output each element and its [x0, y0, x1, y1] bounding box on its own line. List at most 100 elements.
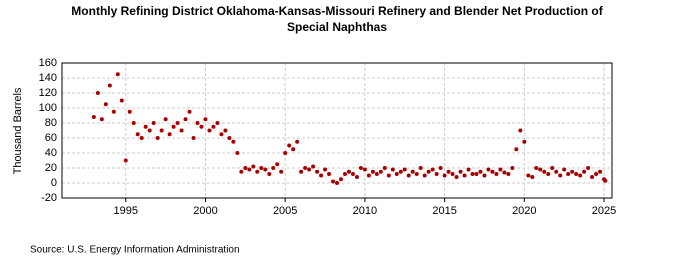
- data-point: [594, 172, 599, 176]
- data-point: [426, 169, 431, 174]
- data-point: [526, 173, 531, 178]
- x-tick-label: 1995: [114, 205, 138, 217]
- y-tick-label: 100: [39, 102, 57, 114]
- data-point: [143, 124, 148, 129]
- data-point: [366, 173, 371, 178]
- data-point: [255, 169, 260, 174]
- data-point: [530, 175, 535, 179]
- data-point: [235, 151, 240, 155]
- data-point: [462, 173, 467, 178]
- data-point: [139, 136, 144, 140]
- data-point: [502, 170, 507, 175]
- data-point: [554, 169, 559, 174]
- data-point: [119, 98, 124, 103]
- data-point: [562, 167, 567, 172]
- data-point: [283, 151, 288, 155]
- data-point: [394, 172, 399, 176]
- plot-frame: [61, 62, 613, 199]
- data-point: [498, 167, 503, 172]
- data-point: [506, 172, 511, 176]
- data-point: [578, 173, 583, 178]
- data-point: [287, 143, 292, 148]
- data-point: [450, 172, 455, 176]
- source-note: Source: U.S. Energy Information Administ…: [30, 245, 240, 256]
- data-point: [374, 172, 379, 176]
- data-point: [135, 132, 140, 137]
- data-point: [295, 139, 300, 144]
- data-point: [239, 169, 244, 174]
- data-point: [486, 167, 491, 172]
- data-point: [438, 166, 443, 170]
- data-point: [271, 166, 276, 170]
- data-point: [402, 167, 407, 172]
- data-point: [123, 158, 128, 163]
- data-point: [331, 179, 336, 184]
- chart-subtitle: Special Naphthas: [287, 20, 387, 34]
- data-point: [382, 166, 387, 170]
- data-point: [414, 172, 419, 176]
- data-point: [550, 166, 555, 170]
- data-point: [171, 124, 176, 129]
- chart-title: Monthly Refining District Oklahoma-Kansa…: [71, 4, 603, 18]
- data-point: [199, 124, 204, 129]
- y-axis-label: Thousand Barrels: [12, 87, 24, 174]
- data-point: [259, 166, 264, 170]
- x-tick-label: 2010: [353, 205, 377, 217]
- y-tick-label: 160: [39, 57, 57, 69]
- data-point: [458, 169, 463, 174]
- data-point: [167, 132, 172, 137]
- data-point: [590, 175, 595, 179]
- data-point: [470, 172, 475, 176]
- data-point: [91, 115, 96, 119]
- data-point: [570, 169, 575, 174]
- data-point: [542, 169, 547, 174]
- data-point: [494, 172, 499, 176]
- data-point: [187, 109, 192, 114]
- data-point: [586, 166, 591, 170]
- data-point: [446, 169, 451, 174]
- data-point: [311, 164, 316, 169]
- data-point: [442, 173, 447, 178]
- data-point: [231, 139, 236, 144]
- data-point: [434, 172, 439, 176]
- x-tick-label: 2020: [512, 205, 536, 217]
- data-point: [131, 121, 136, 125]
- data-point: [115, 72, 120, 77]
- data-point: [378, 169, 383, 174]
- data-point: [207, 128, 212, 133]
- data-point: [338, 177, 343, 182]
- data-point: [191, 136, 196, 140]
- data-point: [299, 169, 304, 174]
- data-point: [362, 167, 367, 172]
- data-point: [466, 167, 471, 172]
- data-point: [319, 173, 324, 178]
- data-point: [482, 173, 487, 178]
- data-point: [251, 164, 256, 169]
- data-point: [291, 147, 296, 152]
- data-point: [227, 136, 232, 140]
- data-point: [398, 169, 403, 174]
- data-point: [163, 117, 168, 122]
- data-point: [159, 128, 164, 133]
- data-point: [510, 166, 515, 170]
- data-point: [418, 166, 423, 170]
- data-point: [267, 172, 272, 176]
- data-point: [215, 121, 220, 125]
- data-point: [335, 181, 339, 185]
- data-point: [211, 124, 216, 129]
- data-point: [175, 121, 180, 125]
- data-point: [603, 178, 608, 183]
- data-point: [386, 173, 391, 178]
- data-point: [474, 172, 479, 176]
- data-point: [263, 167, 268, 172]
- x-tick-label: 2025: [592, 205, 616, 217]
- data-point: [107, 83, 112, 88]
- data-point: [127, 109, 132, 114]
- y-tick-label: 20: [45, 162, 57, 174]
- data-point: [346, 169, 351, 174]
- data-point: [518, 128, 523, 133]
- data-point: [151, 121, 156, 125]
- y-tick-label: 120: [39, 87, 57, 99]
- data-point: [275, 162, 280, 167]
